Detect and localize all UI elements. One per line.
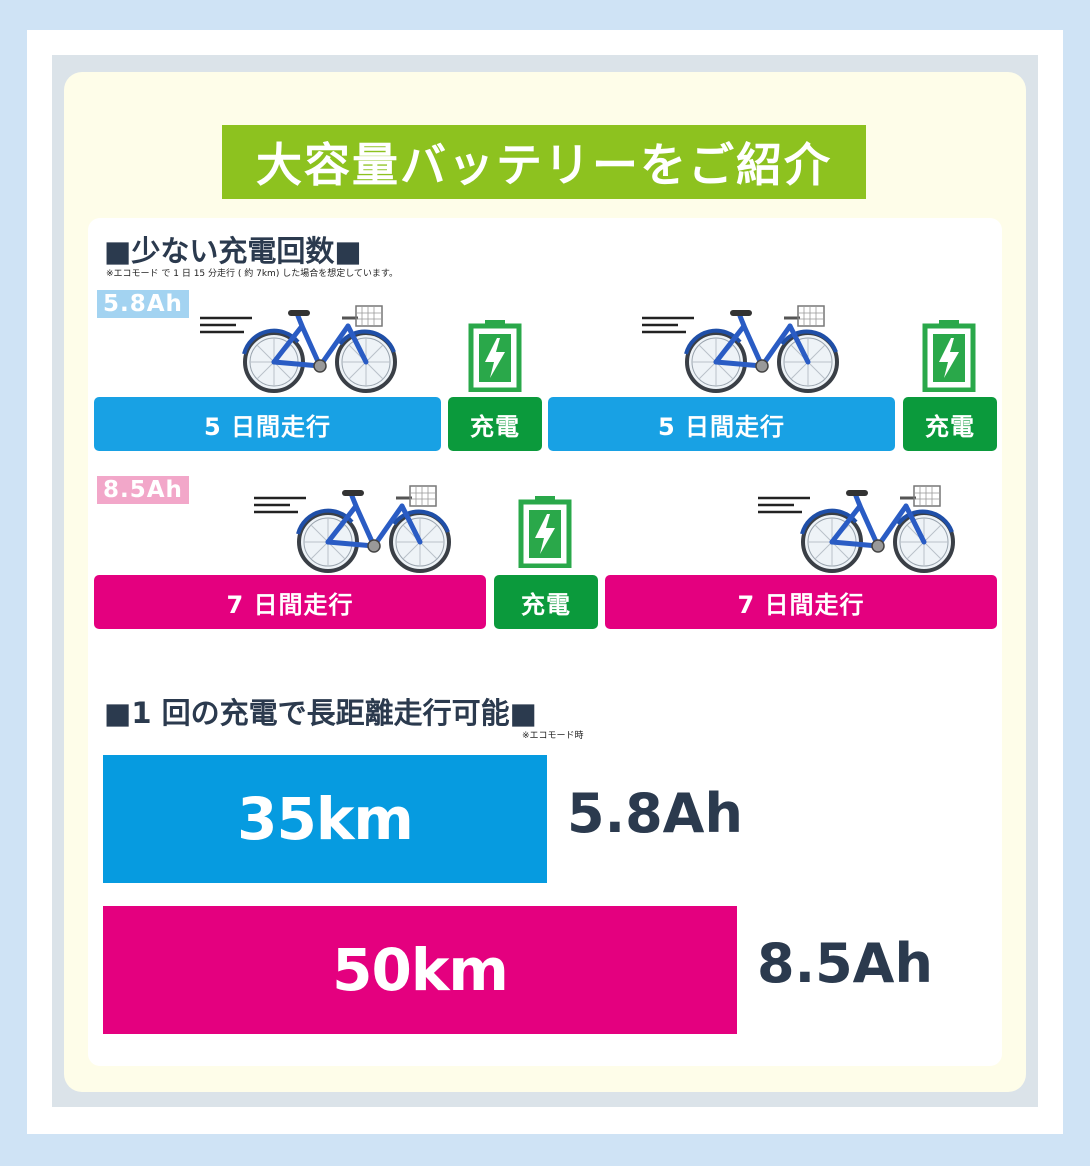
charge-bar: 充電: [903, 397, 997, 451]
capacity-label-8-5ah: 8.5Ah: [757, 932, 933, 995]
battery-charging-icon: [468, 320, 522, 392]
bicycle-icon: [252, 484, 452, 574]
range-bar-50km: 50km: [103, 906, 737, 1034]
charge-bar: 充電: [494, 575, 598, 629]
capacity-tag-8-5ah: 8.5Ah: [97, 476, 189, 504]
battery-charging-icon: [518, 496, 572, 568]
run-bar-5-days: 5 日間走行: [548, 397, 895, 451]
battery-charging-icon: [922, 320, 976, 392]
bicycle-icon: [640, 304, 840, 394]
section-heading-range: ■1 回の充電で長距離走行可能■: [104, 696, 538, 730]
run-bar-7-days: 7 日間走行: [605, 575, 997, 629]
run-bar-5-days: 5 日間走行: [94, 397, 441, 451]
run-bar-7-days: 7 日間走行: [94, 575, 486, 629]
section-note-eco-mode: ※エコモード で 1 日 15 分走行 ( 約 7km) した場合を想定していま…: [106, 269, 399, 279]
section-heading-charge-count: ■少ない充電回数■: [104, 234, 362, 268]
bicycle-icon: [756, 484, 956, 574]
bicycle-icon: [198, 304, 398, 394]
capacity-label-5-8ah: 5.8Ah: [567, 782, 743, 845]
section-note-eco: ※エコモード時: [522, 731, 584, 741]
range-bar-35km: 35km: [103, 755, 547, 883]
page-title: 大容量バッテリーをご紹介: [222, 125, 866, 199]
capacity-tag-5-8ah: 5.8Ah: [97, 290, 189, 318]
charge-bar: 充電: [448, 397, 542, 451]
